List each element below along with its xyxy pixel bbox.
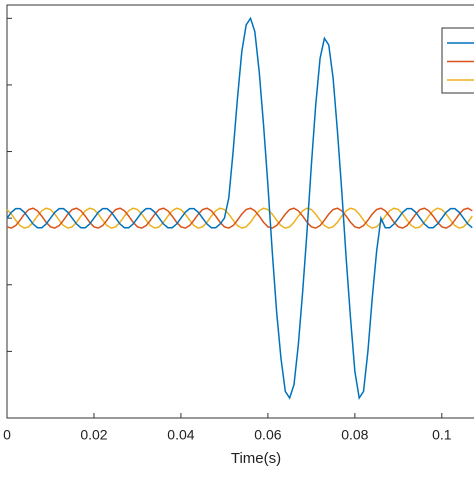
legend [441,27,474,94]
series-line [6,16,473,401]
x-tick-label: 0.1 [432,427,452,443]
plot-area [6,4,474,419]
x-tick-label: 0.06 [254,427,281,443]
x-tick-label: 0.02 [80,427,107,443]
x-tick-label: 0.08 [341,427,368,443]
x-tick-label: 0.04 [167,427,194,443]
series-line [6,207,473,229]
x-axis-label: Time(s) [231,450,281,467]
x-tick-label: 0 [3,427,11,443]
